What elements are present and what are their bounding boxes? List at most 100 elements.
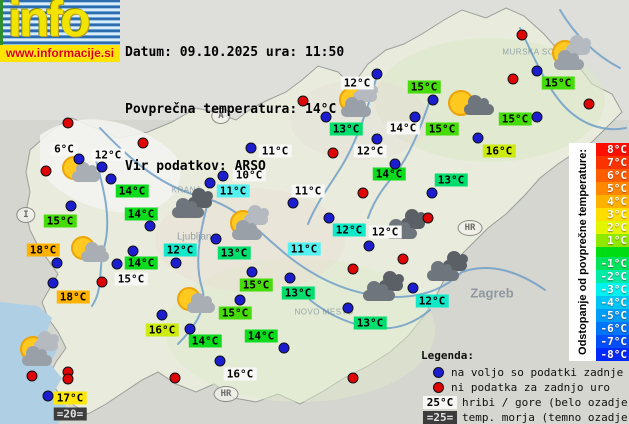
blue-station-dot [51,257,63,269]
temp-label: 14°C [115,184,149,198]
blue-station-dot [214,355,226,367]
mountain-temp-label: 15°C [114,272,148,286]
temp-label: 15°C [425,122,459,136]
mountain-temp-label: 6°C [51,142,77,156]
white-temp-chip: 25°C [423,395,457,409]
temp-label: 13°C [217,246,251,260]
blue-station-dot [323,212,335,224]
blue-station-dot [217,170,229,182]
red-station-dot [137,137,149,149]
temp-label: 18°C [56,290,90,304]
scale-band: 4°C [596,195,629,208]
mountain-temp-label: 16°C [223,367,257,381]
temp-label: 16°C [145,323,179,337]
scale-band: -6°C [596,322,629,335]
temp-label: 14°C [244,329,278,343]
logo-text: info [8,0,91,45]
red-station-dot [327,147,339,159]
blue-station-dot [127,245,139,257]
blue-dot-icon [433,366,444,378]
scale-band: -5°C [596,309,629,322]
temp-label: 14°C [188,334,222,348]
cloud-shape [427,261,459,281]
red-station-dot [347,263,359,275]
temp-label: 18°C [26,243,60,257]
temp-label: 13°C [329,122,363,136]
blue-station-dot [234,294,246,306]
scale-band: 2°C [596,221,629,234]
scale-title-box: Odstopanje od povprečne temperature: [569,143,596,361]
blue-station-dot [371,68,383,80]
temp-label: 15°C [218,306,252,320]
blue-station-dot [65,200,77,212]
temp-label: 11°C [287,242,321,256]
red-station-dot [422,212,434,224]
temp-label: 12°C [332,223,366,237]
city-label: Murska Sobota [502,47,578,57]
mountain-temp-label: 11°C [291,184,325,198]
logo-background: info [0,0,120,45]
blue-station-dot [245,142,257,154]
cloud-shape [401,209,426,229]
mountain-temp-label: 14°C [386,121,420,135]
red-station-dot [40,165,52,177]
blue-station-dot [156,309,168,321]
cloud-shape [72,162,100,182]
blue-station-dot [278,342,290,354]
header-avg-temp-line: Povprečna temperatura: 14°C [125,102,337,117]
legend-item-label: ni podatka za zadnjo uro [451,380,610,394]
blue-station-dot [284,272,296,284]
temp-label: 16°C [482,144,516,158]
scale-band: 6°C [596,169,629,182]
red-dot-icon [433,381,444,393]
temp-label: 12°C [415,294,449,308]
cloud-shape [464,95,494,115]
cloud-shape [244,205,269,225]
mountain-temp-label: 10°C [232,168,266,182]
mountain-temp-label: 12°C [368,225,402,239]
blue-station-dot [96,161,108,173]
scale-band: 8°C [596,143,629,156]
temp-label: 13°C [353,316,387,330]
country-sign-hr: HR [213,386,239,402]
temp-label: 15°C [239,278,273,292]
red-station-dot [26,370,38,382]
blue-station-dot [73,153,85,165]
mountain-temp-label: 12°C [91,148,125,162]
temp-label: 15°C [498,112,532,126]
red-station-dot [96,276,108,288]
scale-band: -4°C [596,296,629,309]
temperature-deviation-scale: 8°C 7°C 6°C 5°C 4°C 3°C 2°C 1°C -1°C -2°C -3°C -4°C… [596,143,629,361]
legend-rows: na voljo so podatki zadnje ureni podatka… [421,365,629,424]
scale-band: -2°C [596,270,629,283]
blue-station-dot [111,258,123,270]
mountain-temp-label: 12°C [353,144,387,158]
red-station-dot [507,73,519,85]
cloud-shape [22,346,52,366]
blue-station-dot [427,94,439,106]
legend-item-label: na voljo so podatki zadnje ure [451,365,629,379]
site-logo: info www.informacije.si [0,0,120,62]
city-label: Zagreb [470,285,514,301]
blue-station-dot [287,197,299,209]
cloud-shape [232,220,262,240]
blue-station-dot [184,323,196,335]
cloud-shape [172,198,204,218]
temp-label: 17°C [53,391,87,405]
sea-temp-label: =20= [53,407,87,421]
legend: Legenda: na voljo so podatki zadnje uren… [421,349,629,424]
blue-station-dot [342,302,354,314]
red-station-dot [62,117,74,129]
temp-label: 13°C [281,286,315,300]
legend-item: na voljo so podatki zadnje ure [421,365,629,379]
country-sign-a: A [211,108,231,124]
red-station-dot [297,95,309,107]
scale-band: -8°C [596,348,629,361]
city-label: Ljubljana [176,231,218,243]
temp-label: 14°C [124,256,158,270]
city-label: Novo mesto [294,307,354,317]
blue-station-dot [472,132,484,144]
blue-station-dot [320,111,332,123]
red-station-dot [169,372,181,384]
logo-url-link[interactable]: www.informacije.si [0,45,120,62]
